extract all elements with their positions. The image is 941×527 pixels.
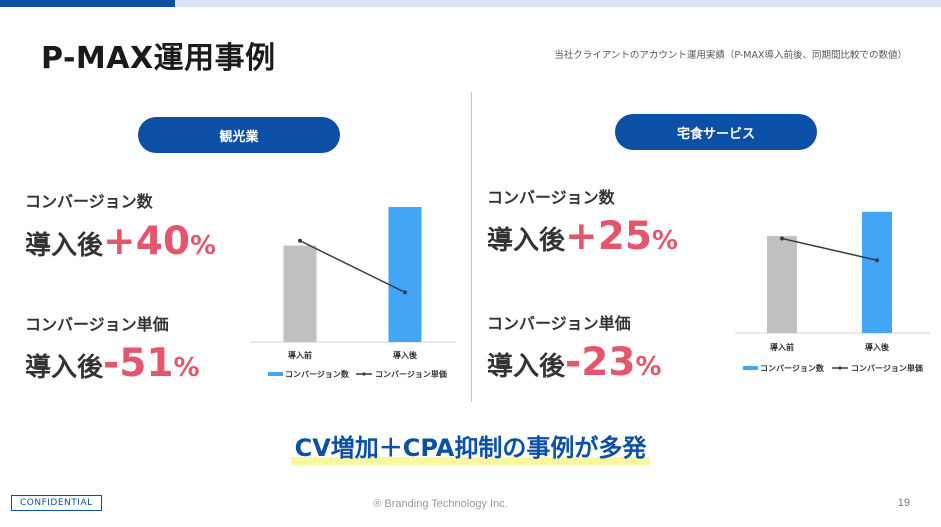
metric-value-cpa: 導入後-23% (487, 343, 662, 382)
metric-value-cpa: 導入後-51% (25, 344, 200, 383)
x-tick-label: 導入前 (770, 342, 794, 352)
cpa-point (780, 236, 784, 241)
metric-unit: % (635, 352, 662, 382)
legend-label: コンバージョン数 (760, 363, 825, 373)
industry-pill-meal-delivery: 宅食サービス (615, 114, 817, 150)
top-accent-bar (0, 0, 175, 7)
metric-number: -51 (103, 341, 174, 386)
metric-number: +25 (565, 214, 652, 259)
legend-swatch-bar (743, 366, 758, 370)
metric-unit: % (173, 353, 200, 383)
cpa-point (298, 238, 302, 243)
page-title: P-MAX運用事例 (41, 41, 276, 76)
cpa-point (403, 290, 407, 295)
legend-swatch-bar (268, 372, 283, 376)
metric-prefix: 導入後 (487, 226, 566, 256)
metric-label-cv-count: コンバージョン数 (487, 188, 615, 207)
metric-label-cpa: コンバージョン単価 (25, 315, 169, 334)
legend-label: コンバージョン単価 (375, 369, 447, 379)
legend-swatch-marker (838, 366, 842, 370)
x-tick-label: 導入後 (393, 350, 418, 360)
top-light-bar (175, 0, 941, 7)
metric-prefix: 導入後 (487, 352, 566, 382)
metric-label-cpa: コンバージョン単価 (487, 314, 631, 333)
chart-tourism: 導入前 導入後 コンバージョン数 コンバージョン単価 (250, 207, 456, 379)
cpa-line (781, 237, 878, 261)
bar-after (388, 207, 422, 342)
column-divider (471, 92, 472, 402)
metric-number: +40 (103, 219, 190, 264)
conclusion-banner: CV増加＋CPA抑制の事例が多発 (0, 428, 941, 465)
metric-number: -23 (565, 340, 636, 385)
source-note: 当社クライアントのアカウント運用実績（P-MAX導入前後、同期間比較での数値） (554, 50, 907, 61)
metric-value-cv-count: 導入後+40% (25, 222, 216, 261)
metric-prefix: 導入後 (25, 353, 104, 383)
chart-meal-delivery: 導入前 導入後 コンバージョン数 コンバージョン単価 (735, 211, 930, 373)
metric-prefix: 導入後 (25, 231, 104, 261)
x-tick-label: 導入後 (865, 342, 890, 352)
copyright-text: ® Branding Technology Inc. (373, 498, 508, 510)
legend-label: コンバージョン数 (285, 369, 350, 379)
conclusion-text: CV増加＋CPA抑制の事例が多発 (290, 428, 651, 465)
metric-label-cv-count: コンバージョン数 (25, 192, 153, 211)
industry-pill-tourism: 観光業 (138, 117, 340, 153)
page-number: 19 (897, 497, 910, 509)
metric-unit: % (651, 226, 679, 256)
x-tick-label: 導入前 (288, 350, 312, 360)
bar-after (862, 211, 892, 333)
bar-before (283, 245, 317, 342)
legend-swatch-marker (362, 372, 366, 376)
metric-value-cv-count: 導入後+25% (487, 217, 678, 256)
bar-before (767, 236, 797, 333)
metric-unit: % (189, 231, 217, 261)
cpa-point (875, 258, 879, 263)
cpa-line (299, 240, 406, 294)
legend-label: コンバージョン単価 (851, 363, 923, 373)
confidential-badge: CONFIDENTIAL (11, 495, 102, 511)
